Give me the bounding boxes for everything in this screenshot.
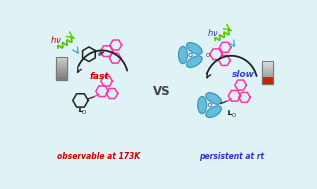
Text: O: O [206,53,210,58]
Text: O: O [231,113,236,118]
FancyBboxPatch shape [262,77,273,84]
Ellipse shape [186,56,202,67]
Ellipse shape [206,93,222,104]
Ellipse shape [178,46,187,64]
Text: $h\nu$: $h\nu$ [207,27,218,38]
Ellipse shape [186,43,202,54]
Text: observable at 173K: observable at 173K [57,152,140,161]
Text: O: O [82,110,86,115]
Ellipse shape [206,106,222,118]
Circle shape [189,53,192,57]
Text: persistent at rt: persistent at rt [199,152,264,161]
Text: fast: fast [89,72,109,81]
Text: $h\nu$: $h\nu$ [50,34,62,46]
Ellipse shape [198,96,207,114]
FancyBboxPatch shape [37,20,288,171]
Text: VS: VS [152,85,170,98]
Text: O: O [97,52,102,57]
Text: slow: slow [232,70,255,79]
Circle shape [208,103,211,107]
